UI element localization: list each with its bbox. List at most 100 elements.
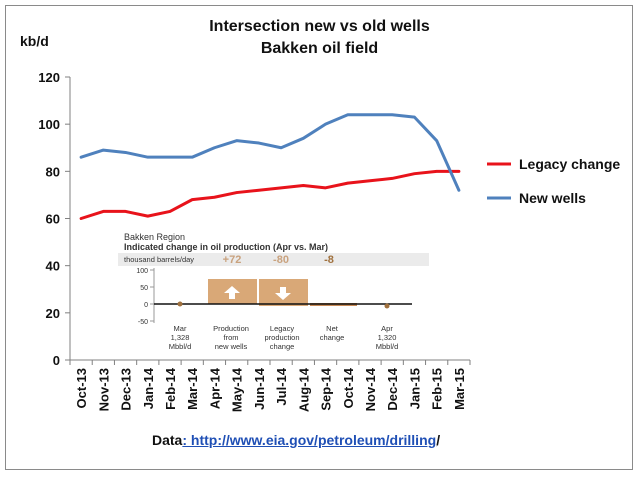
data-source-link[interactable]: : http://www.eia.gov/petroleum/drilling [182,432,437,448]
x-tick-label: Sep-14 [319,367,334,410]
data-point [279,186,283,190]
inset-category-label: Legacy [270,324,294,333]
inset-header-band [118,253,429,266]
x-tick-label: Mar-15 [452,368,467,410]
data-point [391,177,394,180]
x-tick-label: Nov-14 [363,367,378,411]
data-point [279,146,283,149]
data-point [457,189,461,192]
data-point [324,122,327,126]
data-source-suffix: / [436,432,441,448]
data-point [146,155,149,159]
data-source-prefix: Data [152,432,183,448]
data-point [213,196,216,199]
data-point [457,170,461,173]
x-tick-label: Dec-13 [119,368,134,411]
data-point [235,139,238,142]
data-point [368,113,372,116]
inset-category-label: Production [213,324,249,333]
data-point [102,148,105,152]
y-tick-label: 20 [46,306,60,321]
data-point [191,198,194,201]
y-tick-label: 120 [38,70,60,85]
data-point [257,189,261,192]
data-point [435,170,438,173]
inset-arrow-down-icon [275,287,291,300]
data-point [413,115,416,119]
legend-label: Legacy change [519,156,620,172]
data-point [146,214,149,218]
data-point [346,181,349,185]
data-point [235,191,238,194]
y-tick-label: 40 [46,259,60,274]
data-point [191,155,194,159]
data-point [102,210,105,213]
inset-units: thousand barrels/day [124,255,194,264]
inset-value: -8 [324,254,334,266]
data-point [257,141,261,145]
data-point [324,186,327,190]
x-tick-label: Jul-14 [274,367,289,405]
series-line-new-wells [79,113,461,192]
data-point [79,155,83,159]
x-tick-label: Nov-13 [96,368,111,411]
inset-category-label: production [264,333,299,342]
x-tick-label: Feb-14 [163,367,178,410]
data-point [213,146,216,149]
data-point [302,184,305,187]
inset-category-label: Apr [381,324,393,333]
chart-subtitle: Bakken oil field [260,40,379,57]
data-point [124,210,127,213]
inset-marker-apr [384,303,390,309]
x-tick-label: Aug-14 [296,367,311,412]
inset-value: +72 [223,254,242,266]
x-tick-label: Jun-14 [252,367,267,410]
inset-value: -80 [273,254,289,266]
series-line-legacy-change [79,169,461,220]
x-tick-label: Feb-15 [430,368,445,410]
x-tick-label: Dec-14 [385,367,400,410]
inset-arrow-up-icon [224,286,240,299]
x-tick-label: Jan-14 [141,367,156,409]
x-tick-label: May-14 [230,367,245,412]
inset-y-tick: -50 [138,319,148,326]
x-tick-label: Jan-15 [407,368,422,409]
data-point [79,217,83,220]
inset-y-tick: 50 [140,285,148,292]
y-tick-label: 80 [46,164,60,179]
data-point [168,210,172,213]
x-tick-label: Mar-14 [185,367,200,410]
y-axis-label: kb/d [20,33,49,49]
x-tick-label: Oct-13 [74,368,89,408]
data-point [391,113,394,116]
inset-category-label: Net [326,324,339,333]
inset-category-label: change [320,333,345,342]
inset-y-tick: 0 [144,302,148,309]
y-tick-label: 100 [38,117,60,132]
inset-category-label: Mar [174,324,187,333]
chart-title: Intersection new vs old wells [209,18,430,35]
data-point [368,179,372,182]
x-tick-label: Apr-14 [207,367,222,409]
legend-label: New wells [519,190,586,206]
inset-y-tick: 100 [136,268,148,275]
data-point [302,137,305,140]
data-point [413,172,416,175]
data-source: Data: http://www.eia.gov/petroleum/drill… [152,432,440,448]
inset-marker-mar [177,301,183,307]
x-tick-label: Oct-14 [341,367,356,408]
inset-category-label: from [224,333,239,342]
inset-region: Bakken Region [124,232,185,242]
y-tick-label: 60 [46,212,60,227]
inset-category-label: Mbbl/d [376,342,399,351]
inset-category-label: Mbbl/d [169,342,192,351]
inset-category-label: 1,320 [378,333,397,342]
inset-category-label: 1,328 [171,333,190,342]
y-tick-label: 0 [53,353,60,368]
data-point [435,139,438,142]
data-point [124,151,127,154]
inset-category-label: new wells [215,342,248,351]
inset-heading: Indicated change in oil production (Apr … [124,242,328,252]
